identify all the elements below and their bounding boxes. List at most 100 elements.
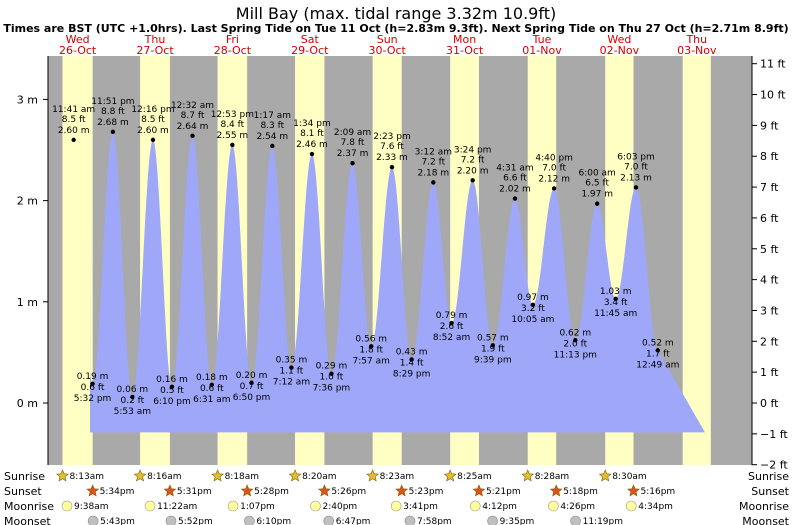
- high-tide-time: 12:53 pm: [211, 110, 254, 120]
- high-tide-metres: 1.97 m: [581, 190, 613, 200]
- sunrise-icon: [366, 469, 380, 482]
- tide-extreme-point: [270, 143, 275, 149]
- moonrise-time: 4:12pm: [482, 502, 517, 512]
- sunset-icon: [549, 484, 563, 497]
- moonset-icon: [165, 515, 177, 525]
- daylight-band: [682, 56, 711, 465]
- moonset-time: 11:19pm: [583, 517, 623, 525]
- high-tide-metres: 2.46 m: [296, 140, 328, 150]
- right-axis-tick-label: −2 ft: [760, 459, 788, 472]
- low-tide-feet: 0.5 ft: [160, 386, 184, 396]
- high-tide-metres: 2.13 m: [620, 173, 652, 183]
- tide-extreme-point: [409, 357, 414, 362]
- right-axis-tick-label: 5 ft: [760, 243, 779, 256]
- low-tide-feet: 3.2 ft: [521, 304, 545, 314]
- tide-extreme-point: [369, 344, 374, 349]
- high-tide-time: 2:09 am: [334, 128, 371, 138]
- day-weekday-label: Mon: [453, 33, 476, 46]
- almanac-row-label-left: Sunset: [4, 485, 42, 498]
- high-tide-metres: 2.54 m: [256, 132, 288, 142]
- high-tide-feet: 7.2 ft: [421, 157, 445, 167]
- high-tide-time: 11:51 pm: [91, 97, 134, 107]
- high-tide-feet: 7.2 ft: [461, 155, 485, 165]
- tide-water-area: [90, 131, 705, 433]
- low-tide-feet: 1.7 ft: [646, 349, 670, 359]
- high-tide-metres: 2.37 m: [337, 149, 369, 159]
- high-tide-time: 2:23 pm: [373, 132, 411, 142]
- high-tide-feet: 8.7 ft: [181, 111, 205, 121]
- high-tide-time: 3:24 pm: [454, 145, 492, 155]
- high-tide-feet: 6.5 ft: [585, 179, 609, 189]
- tide-extreme-point: [230, 142, 235, 148]
- moonrise-time: 2:40pm: [323, 502, 358, 512]
- low-tide-feet: 1.8 ft: [359, 345, 383, 355]
- low-tide-feet: 1.9 ft: [481, 344, 505, 354]
- tide-extreme-point: [130, 394, 135, 400]
- high-tide-metres: 2.68 m: [97, 118, 129, 128]
- high-tide-feet: 7.0 ft: [542, 163, 566, 173]
- sunset-icon: [86, 484, 100, 497]
- high-tide-feet: 6.6 ft: [503, 174, 527, 184]
- right-axis-tick-label: 4 ft: [760, 274, 779, 287]
- low-tide-feet: 1.1 ft: [280, 367, 304, 377]
- high-tide-feet: 8.5 ft: [141, 115, 165, 125]
- low-tide-metres: 0.19 m: [77, 372, 109, 382]
- moonset-icon: [87, 515, 99, 525]
- high-tide-metres: 2.33 m: [376, 153, 408, 163]
- high-tide-time: 12:32 am: [171, 101, 214, 111]
- sunset-time: 5:31pm: [177, 487, 212, 497]
- day-weekday-label: Fri: [226, 33, 239, 46]
- sunrise-time: 8:18am: [225, 472, 260, 482]
- low-tide-feet: 0.6 ft: [200, 384, 224, 394]
- tide-extreme-point: [209, 382, 215, 387]
- low-tide-time: 11:45 am: [594, 309, 637, 319]
- tide-extreme-point: [573, 338, 578, 343]
- moonrise-time: 9:38am: [74, 502, 109, 512]
- tide-extreme-point: [150, 137, 156, 143]
- day-date-label: 31-Oct: [446, 44, 484, 57]
- low-tide-metres: 0.43 m: [396, 347, 428, 357]
- low-tide-metres: 0.29 m: [316, 362, 348, 372]
- high-tide-metres: 2.55 m: [217, 131, 249, 141]
- tide-extreme-point: [289, 365, 294, 370]
- right-axis-tick-label: 8 ft: [760, 150, 779, 163]
- sunset-icon: [317, 484, 331, 497]
- moonset-icon: [487, 515, 498, 525]
- sunset-time: 5:16pm: [640, 487, 675, 497]
- tide-extreme-point: [613, 296, 618, 301]
- high-tide-time: 12:16 pm: [131, 105, 174, 115]
- tide-extreme-point: [449, 320, 454, 326]
- sunrise-icon: [288, 469, 302, 482]
- almanac-row-label-left: Moonset: [4, 515, 51, 525]
- tide-extreme-point: [512, 196, 518, 201]
- right-axis-tick-label: 10 ft: [760, 89, 786, 102]
- low-tide-metres: 0.35 m: [276, 356, 308, 366]
- tide-extreme-point: [90, 381, 95, 386]
- sunrise-time: 8:23am: [380, 472, 415, 482]
- high-tide-time: 11:41 am: [52, 105, 95, 115]
- low-tide-feet: 3.4 ft: [604, 298, 628, 308]
- low-tide-feet: 0.7 ft: [240, 382, 264, 392]
- right-axis-tick-label: −1 ft: [760, 428, 788, 441]
- right-axis-tick-label: 7 ft: [760, 181, 779, 194]
- low-tide-metres: 1.03 m: [600, 287, 632, 297]
- moonset-time: 6:10pm: [256, 517, 291, 525]
- low-tide-time: 12:49 am: [636, 360, 679, 370]
- low-tide-feet: 2.6 ft: [440, 322, 464, 332]
- sunrise-time: 8:28am: [535, 472, 570, 482]
- moonrise-icon: [144, 500, 156, 512]
- high-tide-metres: 2.18 m: [417, 168, 449, 178]
- almanac-row-label-right: Sunset: [751, 485, 789, 498]
- high-tide-metres: 2.02 m: [499, 185, 531, 195]
- high-tide-time: 1:17 am: [254, 111, 291, 121]
- day-weekday-label: Wed: [607, 33, 631, 46]
- high-tide-time: 3:12 am: [415, 147, 452, 157]
- low-tide-metres: 0.06 m: [117, 385, 149, 395]
- sunrise-time: 8:13am: [70, 472, 105, 482]
- tide-extreme-point: [249, 380, 254, 385]
- moonset-icon: [404, 515, 416, 525]
- low-tide-time: 5:32 pm: [74, 394, 112, 404]
- tide-extreme-point: [389, 165, 395, 170]
- moonrise-icon: [548, 500, 559, 512]
- low-tide-metres: 0.97 m: [517, 293, 549, 303]
